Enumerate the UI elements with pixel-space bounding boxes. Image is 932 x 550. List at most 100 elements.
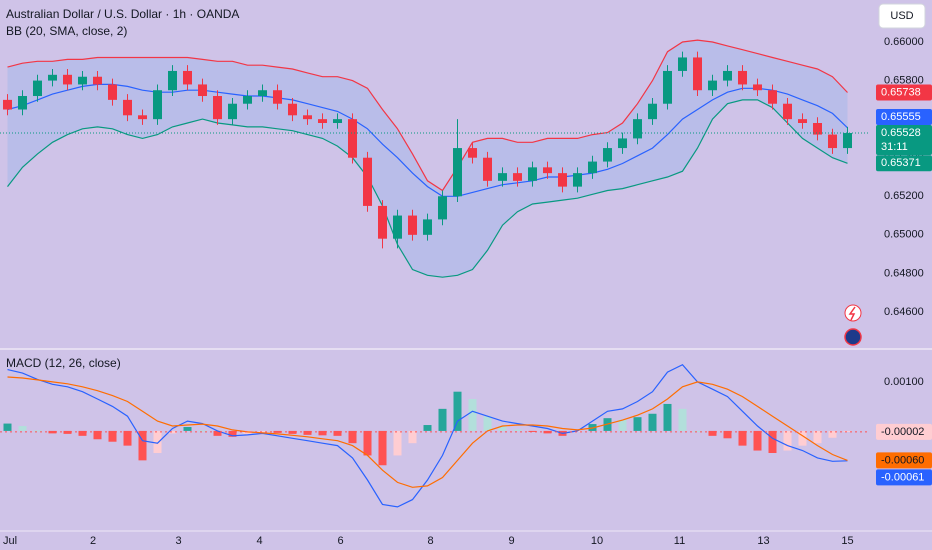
candle-body xyxy=(273,90,282,104)
histogram-bar xyxy=(708,430,717,436)
candle-body xyxy=(183,70,192,85)
candle-body xyxy=(333,119,342,124)
indicator-label: MACD (12, 26, close) xyxy=(6,356,121,370)
y-tick-label: 0.65800 xyxy=(884,74,924,86)
candle-body xyxy=(138,115,147,120)
histogram-bar xyxy=(258,430,267,432)
histogram-bar xyxy=(798,430,807,446)
histogram-bar xyxy=(33,430,42,432)
price-badge-label: 0.65371 xyxy=(881,157,921,169)
histogram-bar xyxy=(633,417,642,431)
histogram-bar xyxy=(543,430,552,434)
candle-body xyxy=(423,219,432,235)
candle-body xyxy=(63,74,72,85)
candle-body xyxy=(348,119,357,158)
indicator-line xyxy=(7,83,848,197)
candle-body xyxy=(243,96,252,104)
histogram-bar xyxy=(753,430,762,451)
y-tick-label: 0.65200 xyxy=(884,190,924,202)
candle-body xyxy=(618,138,627,149)
histogram-bar xyxy=(393,430,402,456)
candle-body xyxy=(303,115,312,120)
x-tick-label: 4 xyxy=(256,535,262,547)
histogram-bar xyxy=(378,430,387,466)
histogram-bar xyxy=(483,416,492,431)
indicator-label: BB (20, SMA, close, 2) xyxy=(6,24,127,38)
candle-body xyxy=(573,173,582,187)
candle-body xyxy=(3,99,12,110)
x-tick-label: 15 xyxy=(841,535,853,547)
price-badge xyxy=(876,109,932,126)
price-badge-label: 0.65528 xyxy=(881,127,921,139)
candle-body xyxy=(483,157,492,181)
candle-body xyxy=(693,57,702,91)
histogram-bar xyxy=(678,408,687,431)
y-tick-label: 0.64600 xyxy=(884,306,924,318)
countdown-label: 31:11 xyxy=(881,141,908,153)
histogram-bar xyxy=(348,430,357,444)
candle-body xyxy=(393,215,402,239)
histogram-bar xyxy=(123,430,132,446)
histogram-bar xyxy=(468,399,477,431)
histogram-bar xyxy=(408,430,417,444)
indicator-line xyxy=(7,99,848,278)
histogram-bar xyxy=(363,430,372,456)
x-tick-label: 10 xyxy=(591,535,603,547)
histogram-bar xyxy=(768,430,777,453)
indicator-line xyxy=(7,363,848,508)
histogram-bar xyxy=(138,430,147,461)
candle-body xyxy=(633,119,642,139)
candle-body xyxy=(603,148,612,162)
histogram-bar xyxy=(663,403,672,431)
candle-body xyxy=(78,76,87,85)
candle-body xyxy=(33,80,42,97)
histogram-bar xyxy=(693,430,702,432)
plot-area xyxy=(0,39,870,508)
histogram-bar xyxy=(318,430,327,436)
candle-body xyxy=(528,167,537,181)
candle-body xyxy=(753,84,762,91)
candle-body xyxy=(813,123,822,135)
histogram-bar xyxy=(783,430,792,451)
candle-body xyxy=(168,70,177,91)
flag-icon[interactable] xyxy=(844,328,862,346)
histogram-bar xyxy=(333,430,342,436)
candle-body xyxy=(213,96,222,120)
event-icon[interactable] xyxy=(844,304,862,322)
histogram-bar xyxy=(438,408,447,431)
histogram-bar xyxy=(48,430,57,434)
candle-body xyxy=(543,167,552,174)
x-tick-label: Jul xyxy=(3,535,17,547)
macd-badge xyxy=(876,423,932,440)
histogram-bar xyxy=(528,430,537,432)
histogram-bar xyxy=(648,413,657,431)
x-tick-label: 3 xyxy=(175,535,181,547)
x-tick-label: 11 xyxy=(674,535,685,547)
currency-label[interactable]: USD xyxy=(890,10,913,22)
candle-body xyxy=(498,173,507,181)
candle-body xyxy=(558,173,567,187)
candle-body xyxy=(588,161,597,174)
y-tick-label: 0.64800 xyxy=(884,267,924,279)
histogram-bar xyxy=(183,427,192,431)
candle-body xyxy=(153,90,162,120)
candle-body xyxy=(738,70,747,85)
candle-body xyxy=(438,196,447,220)
histogram-bar xyxy=(198,430,207,432)
y-tick-label: 0.66000 xyxy=(884,36,924,48)
candle-body xyxy=(108,84,117,100)
histogram-bar xyxy=(168,430,177,434)
histogram-bar xyxy=(843,430,852,432)
currency-button[interactable] xyxy=(878,3,926,29)
candle-body xyxy=(663,70,672,104)
candle-body xyxy=(93,76,102,85)
candle-body xyxy=(783,103,792,120)
y-tick-label: 0.00100 xyxy=(884,376,924,388)
chart-title: Australian Dollar / U.S. Dollar · 1h · O… xyxy=(6,7,239,21)
y-tick-label: 0.65000 xyxy=(884,229,924,241)
x-tick-label: 2 xyxy=(90,535,96,547)
price-badge-label: 0.65555 xyxy=(881,111,921,123)
histogram-bar xyxy=(828,430,837,438)
macd-badge xyxy=(876,469,932,486)
candle-body xyxy=(228,103,237,120)
